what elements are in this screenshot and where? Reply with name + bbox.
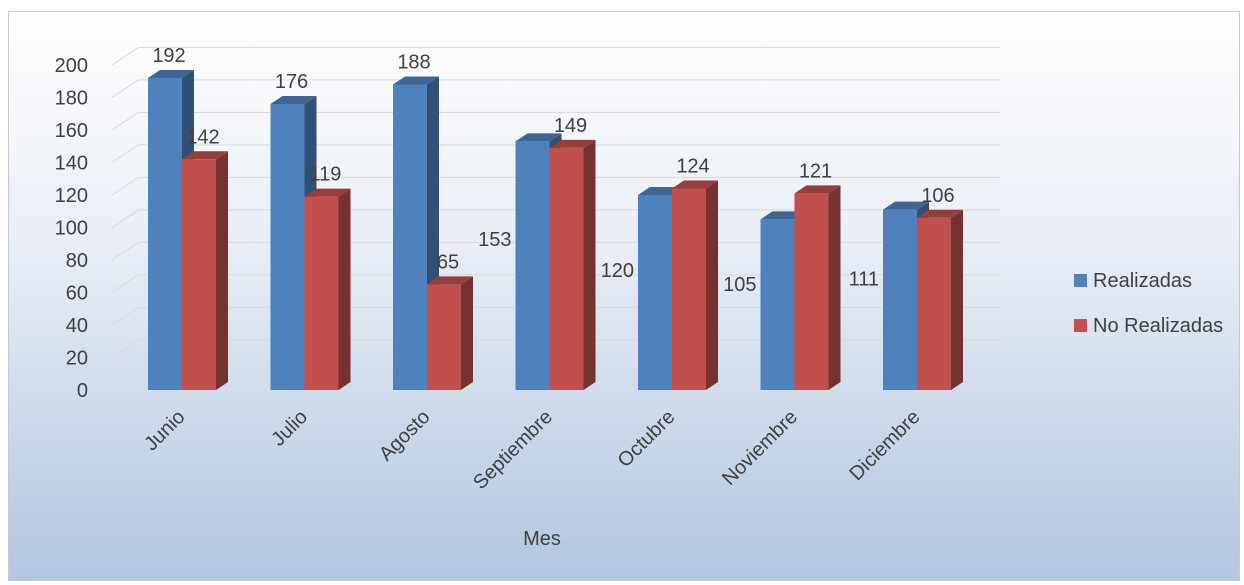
gridline-diagonal: [111, 339, 139, 358]
x-tick-label: Julio: [267, 406, 312, 451]
gridline-diagonal: [111, 79, 139, 98]
bar-side: [828, 185, 841, 390]
data-label: 149: [554, 115, 587, 137]
bar-front: [304, 196, 339, 390]
bar-front: [672, 188, 706, 390]
y-tick-label: 140: [55, 153, 88, 175]
gridline-diagonal: [111, 241, 139, 261]
bar-side: [216, 151, 228, 390]
bar-side: [951, 209, 963, 390]
bar-side: [583, 139, 596, 390]
gridline-diagonal: [111, 46, 139, 66]
data-labels: 192 142 176 119 188 65 153 149 120 124 105 121 111 10…: [152, 45, 954, 296]
bar-front: [794, 193, 829, 390]
y-tick-label: 160: [55, 120, 88, 142]
y-axis-ticks: 0 20 40 60 80 100 120 140 160 180 200: [55, 55, 88, 402]
bar: [549, 139, 596, 390]
x-tick-label: Octubre: [614, 406, 680, 472]
bar-side: [706, 180, 718, 390]
bar-front: [182, 159, 216, 390]
y-tick-label: 180: [55, 88, 88, 110]
data-label: 124: [676, 156, 709, 178]
bars: [148, 70, 963, 390]
bar-front: [515, 141, 550, 390]
bar: [182, 151, 228, 390]
bar-front: [549, 147, 584, 390]
bar-front: [917, 217, 951, 390]
bar-front: [393, 84, 427, 390]
y-tick-label: 100: [55, 218, 88, 240]
bar: [393, 76, 439, 390]
data-label: 176: [275, 71, 308, 93]
x-axis-title: Mes: [523, 528, 561, 550]
gridline-diagonal: [111, 274, 139, 293]
data-label: 188: [397, 52, 430, 74]
bar: [427, 276, 473, 390]
bar-top: [549, 139, 596, 148]
bar-top: [883, 201, 929, 210]
bar-front: [427, 284, 461, 390]
bar-top: [270, 96, 317, 104]
legend-swatch: [1074, 319, 1087, 332]
bar-top: [672, 180, 718, 189]
x-tick-label: Septiembre: [469, 406, 557, 494]
bar-top: [917, 209, 963, 218]
bar: [917, 209, 963, 390]
bar-top: [393, 76, 439, 85]
y-tick-label: 200: [55, 55, 88, 77]
bar: [304, 188, 351, 390]
gridline-diagonal: [111, 371, 139, 391]
data-label: 105: [723, 274, 756, 296]
legend-swatch: [1074, 274, 1087, 287]
bar-top: [148, 70, 194, 78]
data-label: 192: [152, 45, 185, 67]
data-label: 65: [437, 251, 459, 273]
legend-label: Realizadas: [1093, 270, 1192, 292]
y-tick-label: 40: [66, 315, 88, 337]
gridline-diagonal: [111, 209, 139, 228]
data-label: 121: [799, 160, 832, 182]
bar-front: [148, 78, 182, 390]
bar-front: [883, 209, 917, 390]
y-tick-label: 20: [66, 348, 88, 370]
legend-label: No Realizadas: [1093, 315, 1223, 337]
x-axis-ticks: Junio Julio Agosto Septiembre Octubre Noviemb…: [140, 406, 924, 494]
data-label: 106: [921, 185, 954, 207]
bar-top: [304, 188, 351, 197]
bar: [794, 185, 841, 390]
data-label: 119: [310, 164, 342, 186]
y-tick-label: 120: [55, 185, 88, 207]
data-label: 142: [186, 126, 219, 148]
y-tick-label: 60: [66, 283, 88, 305]
bar-top: [182, 151, 228, 160]
data-label: 120: [601, 260, 634, 282]
bar: [672, 180, 718, 390]
gridline-diagonal: [111, 111, 139, 131]
legend: Realizadas No Realizadas: [1074, 270, 1223, 337]
bar-front: [760, 219, 795, 390]
bar-side: [338, 188, 351, 390]
bar-front: [270, 104, 305, 390]
y-tick-label: 0: [77, 380, 88, 402]
gridline-diagonal: [111, 306, 139, 326]
y-tick-label: 80: [66, 250, 88, 272]
gridline-diagonal: [111, 144, 139, 163]
data-label: 153: [478, 229, 511, 251]
x-tick-label: Agosto: [375, 406, 435, 466]
x-tick-label: Noviembre: [718, 406, 802, 490]
data-label: 111: [849, 268, 879, 290]
x-tick-label: Junio: [140, 406, 189, 455]
bar-top: [794, 185, 841, 194]
bar-side: [461, 276, 473, 390]
bar-top: [427, 276, 473, 285]
bar-front: [638, 195, 672, 390]
gridline-diagonal: [111, 176, 139, 196]
x-tick-label: Diciembre: [845, 406, 924, 485]
bar-top: [515, 133, 562, 142]
